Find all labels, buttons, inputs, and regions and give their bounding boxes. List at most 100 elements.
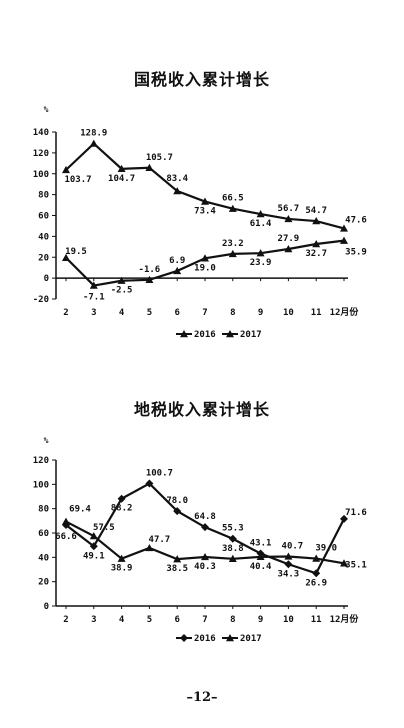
- x-tick-label: 5: [147, 308, 152, 318]
- data-label-2017: -7.1: [83, 293, 105, 303]
- data-point-2017: [340, 236, 348, 244]
- legend-marker-2016: [180, 330, 188, 338]
- data-point-2016: [62, 165, 70, 174]
- y-unit-label: %: [44, 436, 49, 445]
- data-point-2016: [117, 494, 126, 503]
- x-tick-label: 5: [147, 615, 152, 625]
- data-point-2016: [228, 534, 237, 543]
- y-tick-label: 20: [38, 578, 49, 588]
- x-tick-label: 2: [63, 308, 68, 318]
- data-point-2017: [89, 532, 98, 540]
- data-point-2017: [228, 554, 237, 562]
- data-label-2016: 73.4: [194, 207, 216, 217]
- y-tick-label: 80: [38, 191, 49, 201]
- data-label-2016: 56.7: [278, 204, 300, 214]
- y-tick-label: 20: [38, 253, 49, 263]
- x-tick-label: 12月份: [330, 306, 360, 318]
- data-label-2017: 47.7: [149, 535, 171, 545]
- x-tick-label: 3: [91, 308, 96, 318]
- data-label-2017: 69.4: [69, 505, 91, 515]
- x-tick-label: 9: [258, 615, 263, 625]
- data-label-2016: 26.9: [305, 578, 327, 588]
- data-label-2016: 100.7: [146, 468, 173, 478]
- national-tax-line-chart: % -20 0 20 40 60 80 100 120 140 2 3 4 5 6 7 8 9 10 11 12月份 10…: [33, 105, 367, 340]
- x-tick-label: 12月份: [330, 613, 360, 625]
- legend-label-2017: 2017: [240, 330, 262, 340]
- data-label-2017: 40.7: [282, 541, 304, 551]
- y-tick-label: 120: [33, 149, 49, 159]
- data-point-2017: [145, 275, 154, 283]
- y-tick-label: 60: [38, 212, 49, 222]
- data-point-2017: [62, 517, 70, 525]
- page-number: –12–: [186, 690, 218, 705]
- x-tick-label: 6: [174, 615, 179, 625]
- data-label-2017: 35.9: [345, 248, 367, 258]
- data-point-2017: [89, 281, 98, 289]
- data-label-2017: 19.5: [65, 247, 87, 257]
- data-point-2017: [173, 266, 182, 275]
- data-point-2016: [173, 187, 182, 195]
- data-label-2017: 19.0: [194, 263, 216, 273]
- chart-title-national-tax: 国税收入累计增长: [133, 70, 270, 89]
- data-point-2016: [284, 560, 293, 569]
- legend-marker-2016: [180, 634, 188, 642]
- data-label-2017: 35.1: [345, 560, 367, 570]
- data-label-2017: 27.9: [278, 234, 300, 244]
- y-tick-label: 0: [44, 602, 49, 612]
- x-tick-label: 4: [119, 308, 125, 318]
- data-point-2017: [256, 249, 265, 257]
- data-label-2016: 103.7: [64, 175, 91, 185]
- data-point-2016: [256, 210, 265, 218]
- data-label-2016: 55.3: [222, 524, 244, 534]
- data-label-2017: 38.9: [111, 564, 133, 574]
- data-point-2016: [145, 163, 154, 172]
- legend-label-2016: 2016: [194, 634, 216, 644]
- data-label-2016: 83.4: [166, 174, 188, 184]
- y-tick-label: -20: [33, 295, 49, 305]
- data-point-2017: [145, 543, 154, 552]
- data-label-2017: -1.6: [139, 265, 161, 275]
- data-label-2016: 54.7: [305, 206, 327, 216]
- x-tick-label: 2: [63, 615, 68, 625]
- data-point-2016: [312, 217, 321, 225]
- legend-label-2016: 2016: [194, 330, 216, 340]
- x-tick-label: 10: [283, 615, 294, 625]
- data-label-2016: 49.1: [83, 551, 105, 561]
- data-point-2017: [228, 249, 237, 258]
- data-point-2017: [201, 254, 209, 262]
- data-point-2016: [340, 224, 348, 232]
- data-label-2017: 6.9: [169, 256, 185, 266]
- x-tick-label: 9: [258, 308, 263, 318]
- data-point-2016: [201, 523, 209, 532]
- data-point-2016: [201, 197, 209, 205]
- data-label-2016: 47.6: [345, 215, 367, 225]
- data-label-2016: 43.1: [250, 539, 272, 549]
- data-point-2017: [117, 276, 126, 284]
- x-tick-label: 3: [91, 615, 96, 625]
- x-tick-label: 8: [230, 308, 235, 318]
- x-tick-label: 7: [202, 308, 207, 318]
- data-label-2017: 23.9: [250, 258, 272, 268]
- legend-marker-2017: [226, 330, 234, 338]
- data-label-2016: 66.6: [55, 532, 77, 542]
- data-point-2016: [89, 139, 98, 147]
- data-label-2017: 40.3: [194, 562, 216, 572]
- legend-marker-2017: [226, 634, 234, 642]
- local-tax-line-chart: % 0 20 40 60 80 100 120 2 3 4 5 6 7 8 9 10 11 12月份 66.6 49.1…: [33, 436, 367, 644]
- data-label-2016: 88.2: [111, 504, 133, 514]
- x-tick-label: 10: [283, 308, 294, 318]
- data-point-2017: [312, 554, 321, 562]
- y-tick-label: 100: [33, 170, 49, 180]
- data-point-2016: [117, 164, 126, 173]
- data-point-2017: [284, 245, 293, 253]
- y-tick-label: 60: [38, 529, 49, 539]
- y-unit-label: %: [44, 105, 49, 114]
- data-point-2016: [340, 514, 348, 523]
- x-tick-label: 6: [174, 308, 179, 318]
- data-label-2016: 104.7: [108, 174, 135, 184]
- x-tick-label: 11: [311, 615, 322, 625]
- data-label-2017: 38.8: [222, 544, 244, 554]
- x-tick-label: 4: [119, 615, 125, 625]
- legend-label-2017: 2017: [240, 634, 262, 644]
